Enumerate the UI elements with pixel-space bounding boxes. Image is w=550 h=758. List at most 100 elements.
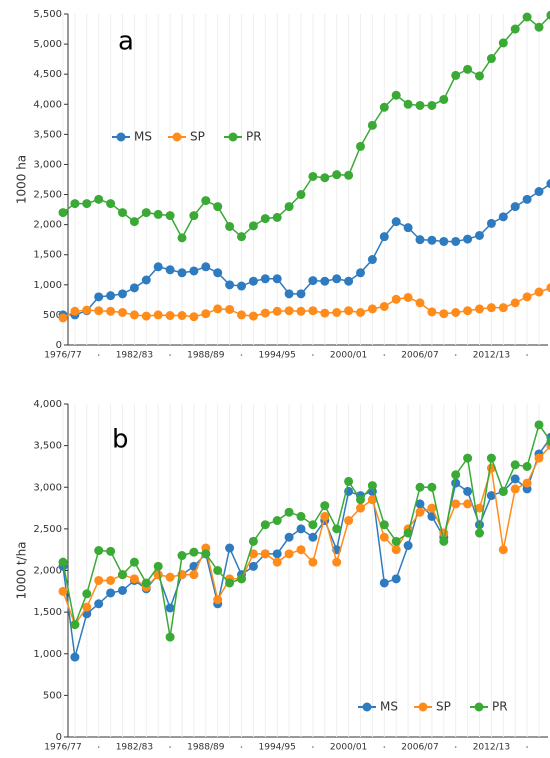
x-tick-label: 1976/77	[44, 743, 81, 753]
x-tick-dot	[169, 354, 171, 356]
point	[379, 520, 389, 530]
point	[367, 255, 377, 265]
point	[118, 570, 127, 580]
point	[260, 549, 270, 559]
point	[356, 495, 365, 505]
y-tick-label: 1,000	[33, 280, 62, 291]
y-tick-label: 2,500	[33, 190, 62, 201]
y-tick-label: 1,000	[33, 649, 62, 660]
point	[486, 54, 496, 64]
point	[284, 202, 294, 212]
point	[94, 599, 104, 609]
series-line	[62, 15, 550, 240]
x-tick-dot	[240, 746, 243, 748]
point	[391, 536, 401, 546]
point	[534, 420, 544, 430]
point	[260, 214, 270, 224]
x-tick-label: 2000/01	[330, 351, 367, 361]
point	[367, 120, 377, 130]
point	[118, 585, 127, 595]
point	[106, 291, 116, 301]
legend-label: PR	[492, 700, 508, 714]
point	[94, 306, 104, 316]
point	[403, 292, 413, 302]
point	[129, 217, 139, 227]
point	[129, 283, 139, 293]
point	[308, 520, 318, 530]
point	[106, 546, 116, 556]
x-tick-label: 1988/89	[187, 743, 225, 753]
x-tick-dot	[169, 746, 171, 748]
point	[320, 511, 330, 521]
point	[260, 308, 270, 318]
point	[415, 482, 425, 492]
point	[344, 476, 354, 486]
point	[82, 602, 92, 612]
point	[106, 306, 116, 316]
y-tick-label: 5,000	[33, 39, 62, 50]
point	[439, 94, 449, 104]
point	[165, 603, 175, 613]
point	[165, 265, 175, 275]
point	[510, 474, 520, 484]
point	[237, 574, 246, 584]
point	[296, 289, 306, 299]
legend-marker	[228, 132, 238, 142]
point	[248, 549, 258, 559]
y-tick-label: 3,500	[33, 129, 62, 140]
point	[391, 217, 401, 227]
point	[403, 528, 413, 538]
legend-label: PR	[246, 130, 262, 144]
y-tick-label: 500	[43, 310, 62, 321]
point	[379, 532, 389, 542]
point	[189, 312, 199, 322]
x-tick-label: 2012/13	[473, 351, 510, 361]
y-tick-label: 1,500	[33, 607, 62, 618]
point	[522, 194, 532, 204]
point	[248, 221, 258, 231]
point	[332, 170, 342, 180]
point	[356, 268, 365, 278]
point	[510, 460, 520, 470]
point	[498, 212, 508, 222]
x-tick-dot	[97, 354, 100, 356]
point	[427, 482, 437, 492]
point	[296, 306, 306, 316]
point	[403, 541, 413, 551]
point	[189, 211, 199, 221]
point	[522, 461, 532, 471]
point	[177, 311, 187, 321]
point	[165, 211, 175, 221]
x-tick-label: 1988/89	[187, 351, 225, 361]
y-tick-label: 3,000	[33, 159, 62, 170]
point	[296, 511, 306, 521]
point	[118, 308, 127, 318]
legend-label: MS	[380, 700, 398, 714]
point	[272, 557, 282, 567]
point	[486, 218, 496, 228]
y-tick-label: 2,000	[33, 220, 62, 231]
point	[153, 310, 163, 320]
point	[106, 588, 116, 598]
point	[427, 235, 437, 245]
point	[367, 304, 377, 314]
y-tick-label: 3,500	[33, 441, 62, 452]
point	[58, 208, 68, 218]
point	[237, 310, 246, 320]
point	[451, 499, 461, 509]
point	[403, 99, 413, 109]
point	[534, 22, 544, 32]
point	[82, 305, 92, 315]
point	[415, 235, 425, 245]
point	[379, 301, 389, 311]
point	[248, 311, 258, 321]
point	[522, 292, 532, 302]
point	[82, 589, 92, 599]
point	[320, 501, 330, 511]
point	[189, 266, 199, 276]
point	[177, 551, 187, 561]
point	[546, 283, 550, 293]
point	[403, 223, 413, 233]
point	[427, 100, 437, 110]
